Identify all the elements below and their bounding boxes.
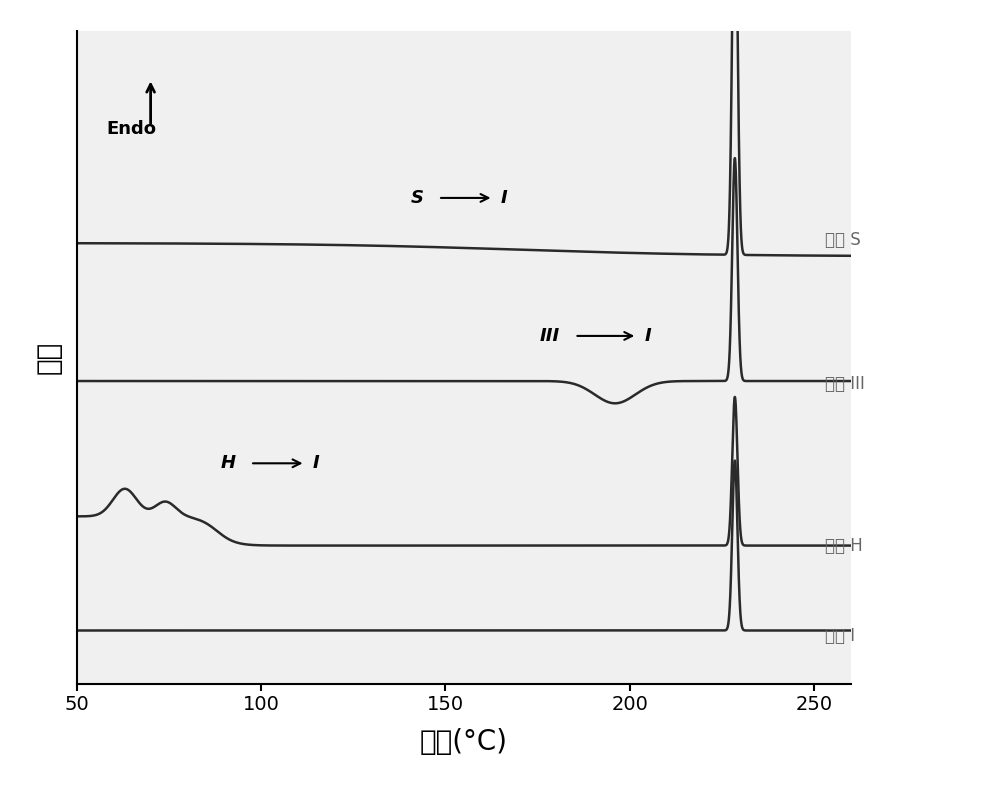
Text: I: I (501, 189, 508, 207)
Text: Endo: Endo (106, 120, 156, 138)
Text: 晶型 I: 晶型 I (825, 626, 855, 645)
Y-axis label: 热流: 热流 (35, 341, 63, 374)
Text: 晶型 III: 晶型 III (825, 375, 865, 393)
Text: I: I (645, 327, 651, 345)
Text: 晶型 S: 晶型 S (825, 231, 861, 249)
Text: 晶型 H: 晶型 H (825, 537, 863, 555)
Text: I: I (313, 454, 320, 472)
Text: H: H (220, 454, 235, 472)
Text: S: S (410, 189, 423, 207)
Text: III: III (540, 327, 560, 345)
X-axis label: 温度(°C): 温度(°C) (420, 728, 508, 756)
